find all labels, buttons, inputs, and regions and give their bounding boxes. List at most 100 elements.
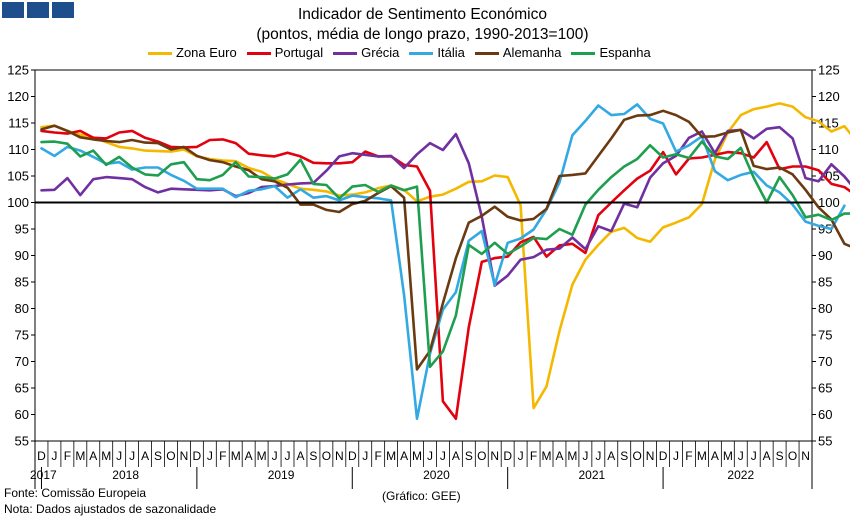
- x-tick-label: F: [219, 449, 226, 463]
- y-tick-label-right: 80: [818, 301, 832, 316]
- year-label: 2022: [727, 468, 754, 482]
- year-label: 2018: [112, 468, 139, 482]
- x-tick-label: A: [607, 449, 615, 463]
- x-tick-label: M: [697, 449, 707, 463]
- x-tick-label: O: [788, 449, 797, 463]
- year-label: 2017: [30, 468, 57, 482]
- series-line-portugal: [40, 129, 850, 421]
- x-tick-label: M: [386, 449, 396, 463]
- x-tick-label: N: [490, 449, 499, 463]
- year-label: 2021: [578, 468, 605, 482]
- x-tick-label: D: [193, 449, 202, 463]
- y-tick-label-right: 85: [818, 275, 832, 290]
- x-tick-label: S: [465, 449, 473, 463]
- chart-subtitle: (pontos, média de longo prazo, 1990-2013…: [256, 26, 589, 43]
- y-tick-label-left: 60: [15, 407, 29, 422]
- x-tick-label: J: [116, 449, 122, 463]
- x-tick-label: D: [37, 449, 46, 463]
- x-tick-label: J: [582, 449, 588, 463]
- x-tick-label: O: [322, 449, 331, 463]
- x-tick-label: F: [375, 449, 382, 463]
- legend-item: Grécia: [333, 45, 399, 61]
- x-tick-label: O: [633, 449, 642, 463]
- x-tick-label: M: [567, 449, 577, 463]
- x-tick-label: M: [75, 449, 85, 463]
- legend-swatch: [474, 51, 499, 55]
- x-tick-label: J: [427, 449, 433, 463]
- legend-swatch: [246, 51, 271, 55]
- legend-swatch: [148, 51, 172, 55]
- series-line-espanha: [40, 140, 850, 369]
- x-tick-label: O: [477, 449, 486, 463]
- x-tick-label: J: [285, 449, 291, 463]
- x-tick-label: J: [673, 449, 679, 463]
- x-tick-label: J: [272, 449, 278, 463]
- x-tick-label: J: [751, 449, 757, 463]
- x-tick-label: M: [542, 449, 552, 463]
- y-tick-label-right: 115: [818, 116, 839, 131]
- y-tick-label-left: 55: [15, 434, 29, 449]
- x-tick-label: J: [129, 449, 135, 463]
- x-tick-label: A: [89, 449, 97, 463]
- x-tick-label: J: [518, 449, 524, 463]
- x-tick-label: S: [776, 449, 784, 463]
- y-tick-label-left: 105: [7, 169, 29, 184]
- legend-label: Itália: [437, 45, 465, 60]
- logo-square: [2, 2, 24, 18]
- x-tick-label: J: [595, 449, 601, 463]
- legend-item: Espanha: [571, 45, 651, 61]
- y-tick-label-right: 105: [818, 169, 840, 184]
- legend-label: Zona Euro: [176, 45, 237, 60]
- y-tick-label-left: 65: [15, 381, 29, 396]
- legend-label: Grécia: [361, 45, 400, 60]
- y-tick-label-right: 60: [818, 407, 832, 422]
- legend-label: Espanha: [599, 45, 651, 60]
- y-tick-label-left: 90: [15, 248, 29, 263]
- x-tick-label: A: [296, 449, 304, 463]
- x-tick-label: D: [503, 449, 512, 463]
- y-tick-label-left: 125: [7, 63, 29, 78]
- x-tick-label: M: [412, 449, 422, 463]
- source-note: Fonte: Comissão Europeia: [4, 486, 147, 500]
- y-tick-label-left: 85: [15, 275, 29, 290]
- x-tick-label: A: [452, 449, 460, 463]
- legend-item: Itália: [409, 45, 465, 61]
- legend-swatch: [409, 51, 434, 55]
- y-tick-label-right: 125: [818, 63, 840, 78]
- legend-item: Portugal: [246, 45, 323, 61]
- legend-label: Alemanha: [502, 45, 562, 60]
- x-tick-label: D: [659, 449, 668, 463]
- y-tick-label-left: 80: [15, 301, 29, 316]
- legend-item: Zona Euro: [148, 45, 237, 61]
- y-tick-label-right: 75: [818, 328, 832, 343]
- y-tick-label-left: 110: [8, 142, 29, 157]
- y-tick-label-left: 75: [15, 328, 29, 343]
- x-tick-label: A: [711, 449, 719, 463]
- x-tick-label: A: [763, 449, 771, 463]
- x-tick-label: A: [555, 449, 563, 463]
- x-tick-label: D: [348, 449, 357, 463]
- x-tick-label: J: [738, 449, 744, 463]
- x-tick-label: J: [51, 449, 57, 463]
- series-line-it-lia: [40, 103, 846, 421]
- y-tick-label-right: 110: [818, 142, 839, 157]
- y-tick-label-right: 90: [818, 248, 832, 263]
- y-tick-label-right: 100: [818, 195, 840, 210]
- chart-title: Indicador de Sentimento Económico: [297, 6, 547, 23]
- x-tick-label: A: [245, 449, 253, 463]
- gee-logo: [2, 2, 74, 18]
- year-label: 2019: [268, 468, 295, 482]
- y-tick-label-left: 120: [7, 89, 29, 104]
- legend-swatch: [571, 51, 596, 55]
- logo-square: [52, 2, 74, 18]
- y-tick-label-left: 70: [15, 354, 29, 369]
- y-tick-label-left: 100: [7, 195, 29, 210]
- legend-swatch: [333, 51, 358, 55]
- y-tick-label-left: 95: [15, 222, 29, 237]
- y-tick-label-right: 55: [818, 434, 832, 449]
- logo-square: [27, 2, 49, 18]
- legend-item: Alemanha: [474, 45, 562, 61]
- year-label: 2020: [423, 468, 450, 482]
- seasonal-adjustment-note: Nota: Dados ajustados de sazonalidade: [4, 502, 217, 516]
